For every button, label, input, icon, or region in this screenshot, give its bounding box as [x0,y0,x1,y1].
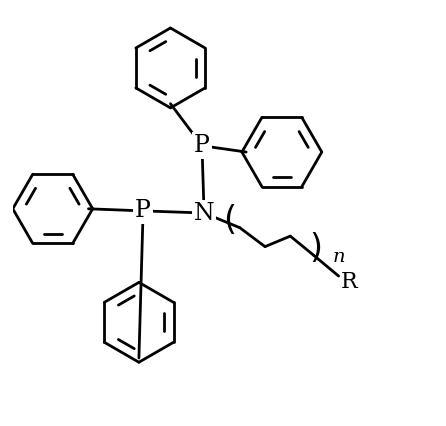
Text: P: P [135,199,151,222]
Text: ): ) [309,232,322,265]
Text: (: ( [223,204,236,237]
Text: P: P [194,134,210,157]
Text: R: R [341,271,358,294]
Text: N: N [194,201,215,225]
Text: n: n [332,248,345,266]
